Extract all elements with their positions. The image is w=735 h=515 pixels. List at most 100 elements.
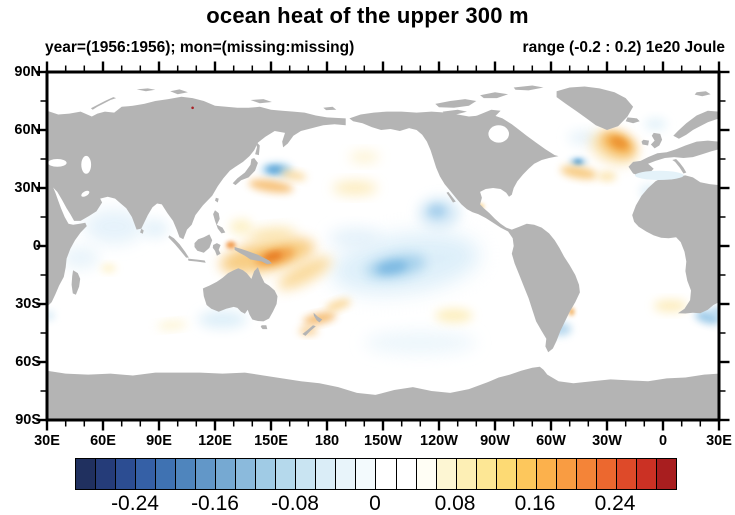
anomaly-blob	[644, 118, 667, 130]
landmass-severnaya_zemlya	[170, 89, 188, 95]
sea-hudson-bay	[488, 125, 510, 143]
anomaly-blob	[246, 227, 296, 242]
y-axis-label-0: 0	[32, 238, 41, 254]
x-axis-label-60W-9: 60W	[536, 433, 566, 449]
colorbar-cell-7	[216, 459, 237, 489]
continents	[47, 85, 719, 420]
colorbar-cell-11	[296, 459, 317, 489]
x-axis-label-90W-8: 90W	[480, 433, 510, 449]
colorbar-cell-3	[136, 459, 157, 489]
anomaly-blob	[280, 170, 307, 181]
y-axis-label-90N: 90N	[14, 64, 41, 80]
anomaly-blob	[560, 165, 598, 180]
landmass-java	[187, 258, 206, 263]
landmass-new_guinea	[234, 247, 272, 265]
anomaly-blob	[349, 151, 380, 163]
landmass-nz_south	[302, 325, 316, 336]
colorbar-cell-20	[476, 459, 497, 489]
landmass-canadian_arch2	[480, 92, 509, 99]
page-title: ocean heat of the upper 300 m	[206, 3, 529, 28]
x-axis-label-30E-12: 30E	[706, 433, 732, 449]
anomaly-blob	[597, 171, 617, 182]
landmass-philippines	[213, 210, 226, 234]
x-axis-label-180-5: 180	[314, 433, 340, 449]
landmass-europe_mainland	[628, 140, 719, 177]
anomaly-blob	[226, 241, 236, 249]
colorbar-label-0.16: 0.16	[514, 492, 556, 515]
landmass-iceland	[625, 117, 640, 124]
sea-mediterranean-sea	[635, 170, 684, 180]
x-axis-label-60E-1: 60E	[90, 433, 116, 449]
anomaly-blob	[142, 218, 169, 239]
landmass-japan	[232, 158, 258, 186]
colorbar-label-0.08: 0.08	[434, 492, 476, 515]
x-axis-label-30W-10: 30W	[592, 433, 622, 449]
anomaly-blob	[47, 310, 55, 321]
sea-baltic-sea	[692, 126, 709, 137]
anomaly-blob	[157, 321, 187, 330]
colorbar-cell-28	[636, 459, 657, 489]
subtitle-right: range (-0.2 : 0.2) 1e20 Joule	[522, 39, 725, 56]
colorbar-cell-10	[276, 459, 297, 489]
sea-black-sea	[48, 159, 67, 167]
anomaly-blob	[653, 300, 688, 312]
landmass-svalbard	[694, 91, 711, 97]
colorbar-cell-9	[256, 459, 277, 489]
anomaly-blob	[277, 256, 332, 290]
map-border	[45, 70, 721, 422]
x-axis-label-120W-7: 120W	[420, 433, 458, 449]
landmass-scandinavia	[673, 110, 719, 139]
siberia-red-dot	[191, 106, 194, 110]
colorbar-cell-24	[556, 459, 577, 489]
y-axis-label-30N: 30N	[14, 180, 41, 196]
colorbar-cell-23	[536, 459, 557, 489]
colorbar-cell-14	[356, 459, 377, 489]
colorbar-cell-17	[416, 459, 437, 489]
colorbar-cell-2	[116, 459, 137, 489]
landmass-ireland	[641, 139, 649, 146]
y-axis-label-30S: 30S	[15, 296, 41, 312]
anomaly-blob	[364, 331, 477, 355]
colorbar-cell-8	[236, 459, 257, 489]
anomaly-blob	[229, 219, 253, 235]
landmass-ellesmere	[513, 85, 544, 91]
anomaly-blob	[61, 246, 100, 270]
anomaly-blob	[101, 264, 117, 273]
colorbar-cell-29	[656, 459, 676, 489]
landmass-taiwan	[215, 197, 219, 203]
x-axis-label-120E-3: 120E	[198, 433, 232, 449]
colorbar-cell-1	[96, 459, 117, 489]
landmass-novaya_zemlya	[90, 97, 117, 110]
anomaly-blob	[325, 299, 351, 311]
colorbar-cell-25	[576, 459, 597, 489]
colorbar-cell-18	[436, 459, 457, 489]
landmass-sumatra	[168, 235, 189, 258]
map-svg	[36, 61, 730, 431]
landmass-africa_west	[632, 175, 719, 314]
colorbar-label--0.08: -0.08	[271, 492, 319, 515]
x-axis-label-30E-0: 30E	[34, 433, 60, 449]
anomaly-blob	[332, 181, 378, 195]
colorbar-cell-12	[316, 459, 337, 489]
landmass-borneo	[194, 234, 213, 253]
colorbar-cell-19	[456, 459, 477, 489]
y-axis-label-90S: 90S	[15, 412, 41, 428]
landmass-antarctica	[47, 366, 719, 420]
landmass-sri_lanka	[140, 228, 144, 234]
landmass-canadian_arch1	[435, 99, 477, 108]
anomaly-blob	[427, 204, 447, 218]
x-axis-label-150W-6: 150W	[364, 433, 402, 449]
landmass-victoria	[442, 109, 467, 115]
x-axis-label-150E-4: 150E	[254, 433, 288, 449]
colorbar-cell-5	[176, 459, 197, 489]
landmass-baja	[446, 191, 456, 203]
landmass-new_siberian	[250, 99, 272, 104]
anomaly-blob	[435, 308, 473, 323]
colorbar-cell-0	[76, 459, 97, 489]
tick-marks	[36, 61, 730, 431]
colorbar-label-0: 0	[369, 492, 381, 515]
colorbar-cell-21	[496, 459, 517, 489]
anomaly-blob	[198, 310, 247, 329]
y-axis-label-60N: 60N	[14, 122, 41, 138]
